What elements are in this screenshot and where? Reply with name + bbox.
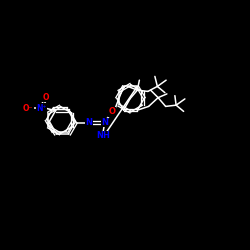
Text: O: O xyxy=(108,108,115,116)
Text: N: N xyxy=(85,118,92,127)
Text: NH: NH xyxy=(96,131,110,140)
Text: O: O xyxy=(42,93,49,102)
Text: N: N xyxy=(101,118,108,127)
Text: N⁺: N⁺ xyxy=(36,104,47,112)
Text: O⁻: O⁻ xyxy=(23,104,34,112)
